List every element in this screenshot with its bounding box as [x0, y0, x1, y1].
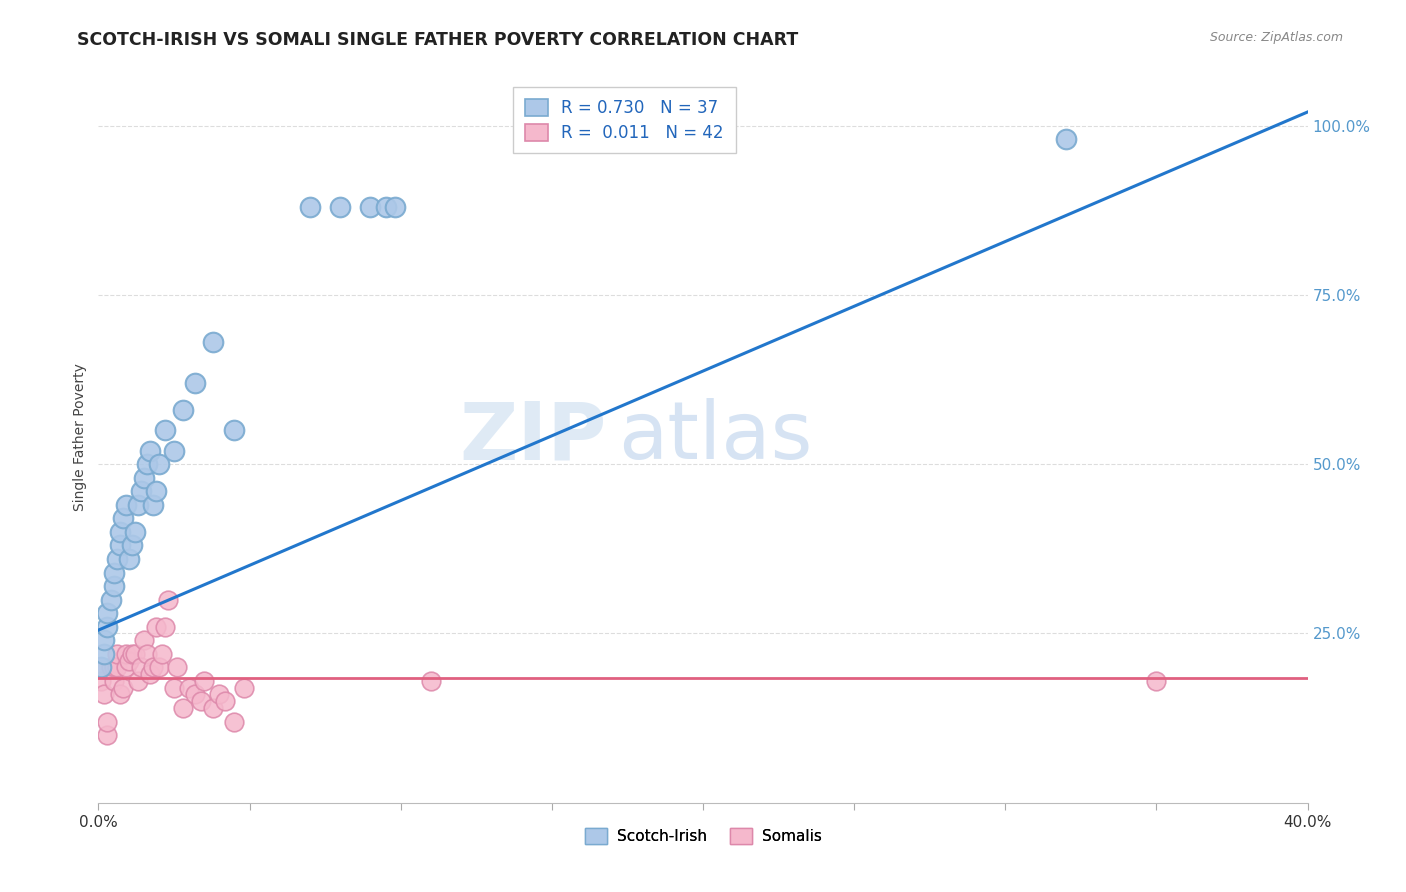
Point	[135, 647, 157, 661]
Point	[100, 660, 122, 674]
Point	[224, 714, 246, 729]
Point	[208, 688, 231, 702]
Point	[90, 673, 112, 688]
Point	[108, 524, 131, 539]
Text: ZIP: ZIP	[458, 398, 606, 476]
Point	[118, 654, 141, 668]
Point	[232, 681, 254, 695]
Point	[139, 667, 162, 681]
Point	[114, 498, 136, 512]
Point	[124, 647, 146, 661]
Point	[153, 423, 176, 437]
Point	[118, 552, 141, 566]
Point	[121, 647, 143, 661]
Point	[111, 681, 134, 695]
Text: Source: ZipAtlas.com: Source: ZipAtlas.com	[1209, 31, 1343, 45]
Point	[93, 647, 115, 661]
Point	[93, 633, 115, 648]
Point	[105, 552, 128, 566]
Point	[163, 681, 186, 695]
Point	[156, 592, 179, 607]
Point	[172, 701, 194, 715]
Point	[224, 423, 246, 437]
Point	[150, 647, 173, 661]
Point	[299, 200, 322, 214]
Point	[129, 660, 152, 674]
Point	[124, 524, 146, 539]
Point	[105, 660, 128, 674]
Point	[1054, 132, 1077, 146]
Point	[96, 714, 118, 729]
Point	[111, 511, 134, 525]
Point	[103, 673, 125, 688]
Point	[135, 457, 157, 471]
Point	[145, 620, 167, 634]
Point	[103, 660, 125, 674]
Legend: Scotch-Irish, Somalis: Scotch-Irish, Somalis	[578, 822, 828, 850]
Point	[184, 376, 207, 390]
Point	[129, 484, 152, 499]
Point	[179, 681, 201, 695]
Point	[374, 200, 396, 214]
Point	[190, 694, 212, 708]
Point	[1144, 673, 1167, 688]
Point	[96, 606, 118, 620]
Point	[132, 471, 155, 485]
Point	[103, 579, 125, 593]
Point	[420, 673, 443, 688]
Point	[90, 660, 112, 674]
Point	[139, 443, 162, 458]
Point	[114, 660, 136, 674]
Point	[329, 200, 352, 214]
Point	[163, 443, 186, 458]
Point	[153, 620, 176, 634]
Point	[172, 403, 194, 417]
Point	[661, 132, 683, 146]
Point	[132, 633, 155, 648]
Y-axis label: Single Father Poverty: Single Father Poverty	[73, 363, 87, 511]
Text: SCOTCH-IRISH VS SOMALI SINGLE FATHER POVERTY CORRELATION CHART: SCOTCH-IRISH VS SOMALI SINGLE FATHER POV…	[77, 31, 799, 49]
Point	[96, 620, 118, 634]
Point	[96, 728, 118, 742]
Point	[202, 335, 225, 350]
Point	[193, 673, 215, 688]
Point	[145, 484, 167, 499]
Point	[127, 498, 149, 512]
Point	[105, 647, 128, 661]
Point	[184, 688, 207, 702]
Point	[127, 673, 149, 688]
Point	[121, 538, 143, 552]
Point	[114, 647, 136, 661]
Point	[214, 694, 236, 708]
Point	[103, 566, 125, 580]
Point	[142, 498, 165, 512]
Point	[93, 688, 115, 702]
Point	[100, 592, 122, 607]
Point	[148, 457, 170, 471]
Point	[360, 200, 382, 214]
Point	[202, 701, 225, 715]
Point	[384, 200, 406, 214]
Point	[148, 660, 170, 674]
Text: atlas: atlas	[619, 398, 813, 476]
Point	[142, 660, 165, 674]
Point	[166, 660, 188, 674]
Point	[108, 538, 131, 552]
Point	[90, 660, 112, 674]
Point	[108, 688, 131, 702]
